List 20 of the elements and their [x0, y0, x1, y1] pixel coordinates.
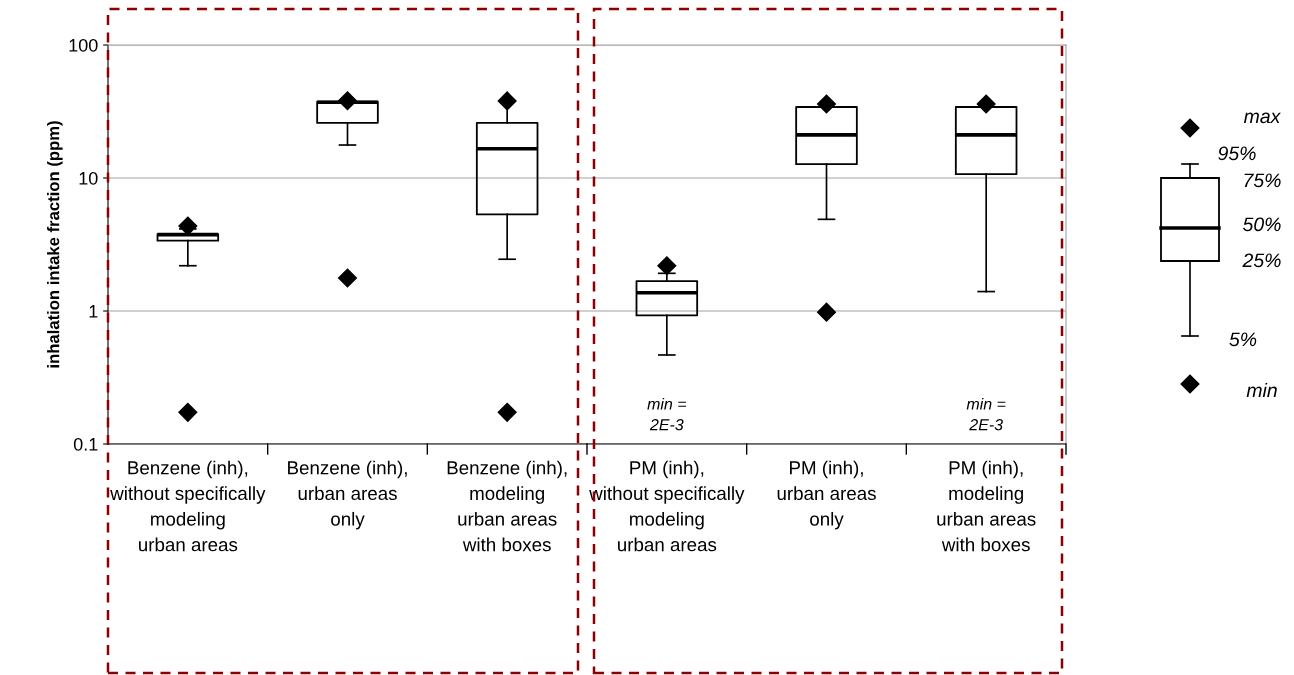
x-tick-label: PM (inh), urban areas only: [777, 460, 876, 530]
text: 50%: [1242, 217, 1281, 232]
y-tick-label: 0.1: [73, 437, 98, 451]
x-tick-label: Benzene (inh), without specifically modeling urban areas: [110, 460, 266, 552]
annotation: min = 2E-3: [966, 397, 1006, 431]
y-tick-label: 10: [79, 171, 98, 185]
x-tick-label: PM (inh), without specifically modeling urban areas: [589, 460, 745, 552]
y-tick-label: 1: [89, 305, 98, 318]
text: 25%: [1242, 253, 1281, 268]
y-tick-label: 100: [69, 38, 98, 52]
text: 95%: [1218, 146, 1256, 161]
y-axis-title: inhalation intake fraction (ppm): [47, 121, 63, 368]
x-tick-label: Benzene (inh), urban areas only: [288, 460, 407, 530]
x-tick-label: PM (inh), modeling urban areas with boxes: [937, 460, 1036, 552]
x-tick-label: Benzene (inh), modeling urban areas with boxes: [447, 460, 567, 552]
text: max: [1243, 112, 1281, 124]
text: 5%: [1229, 332, 1257, 347]
text: 75%: [1244, 173, 1281, 188]
text: min: [1246, 382, 1277, 398]
annotation: min = 2E-3: [647, 397, 687, 431]
